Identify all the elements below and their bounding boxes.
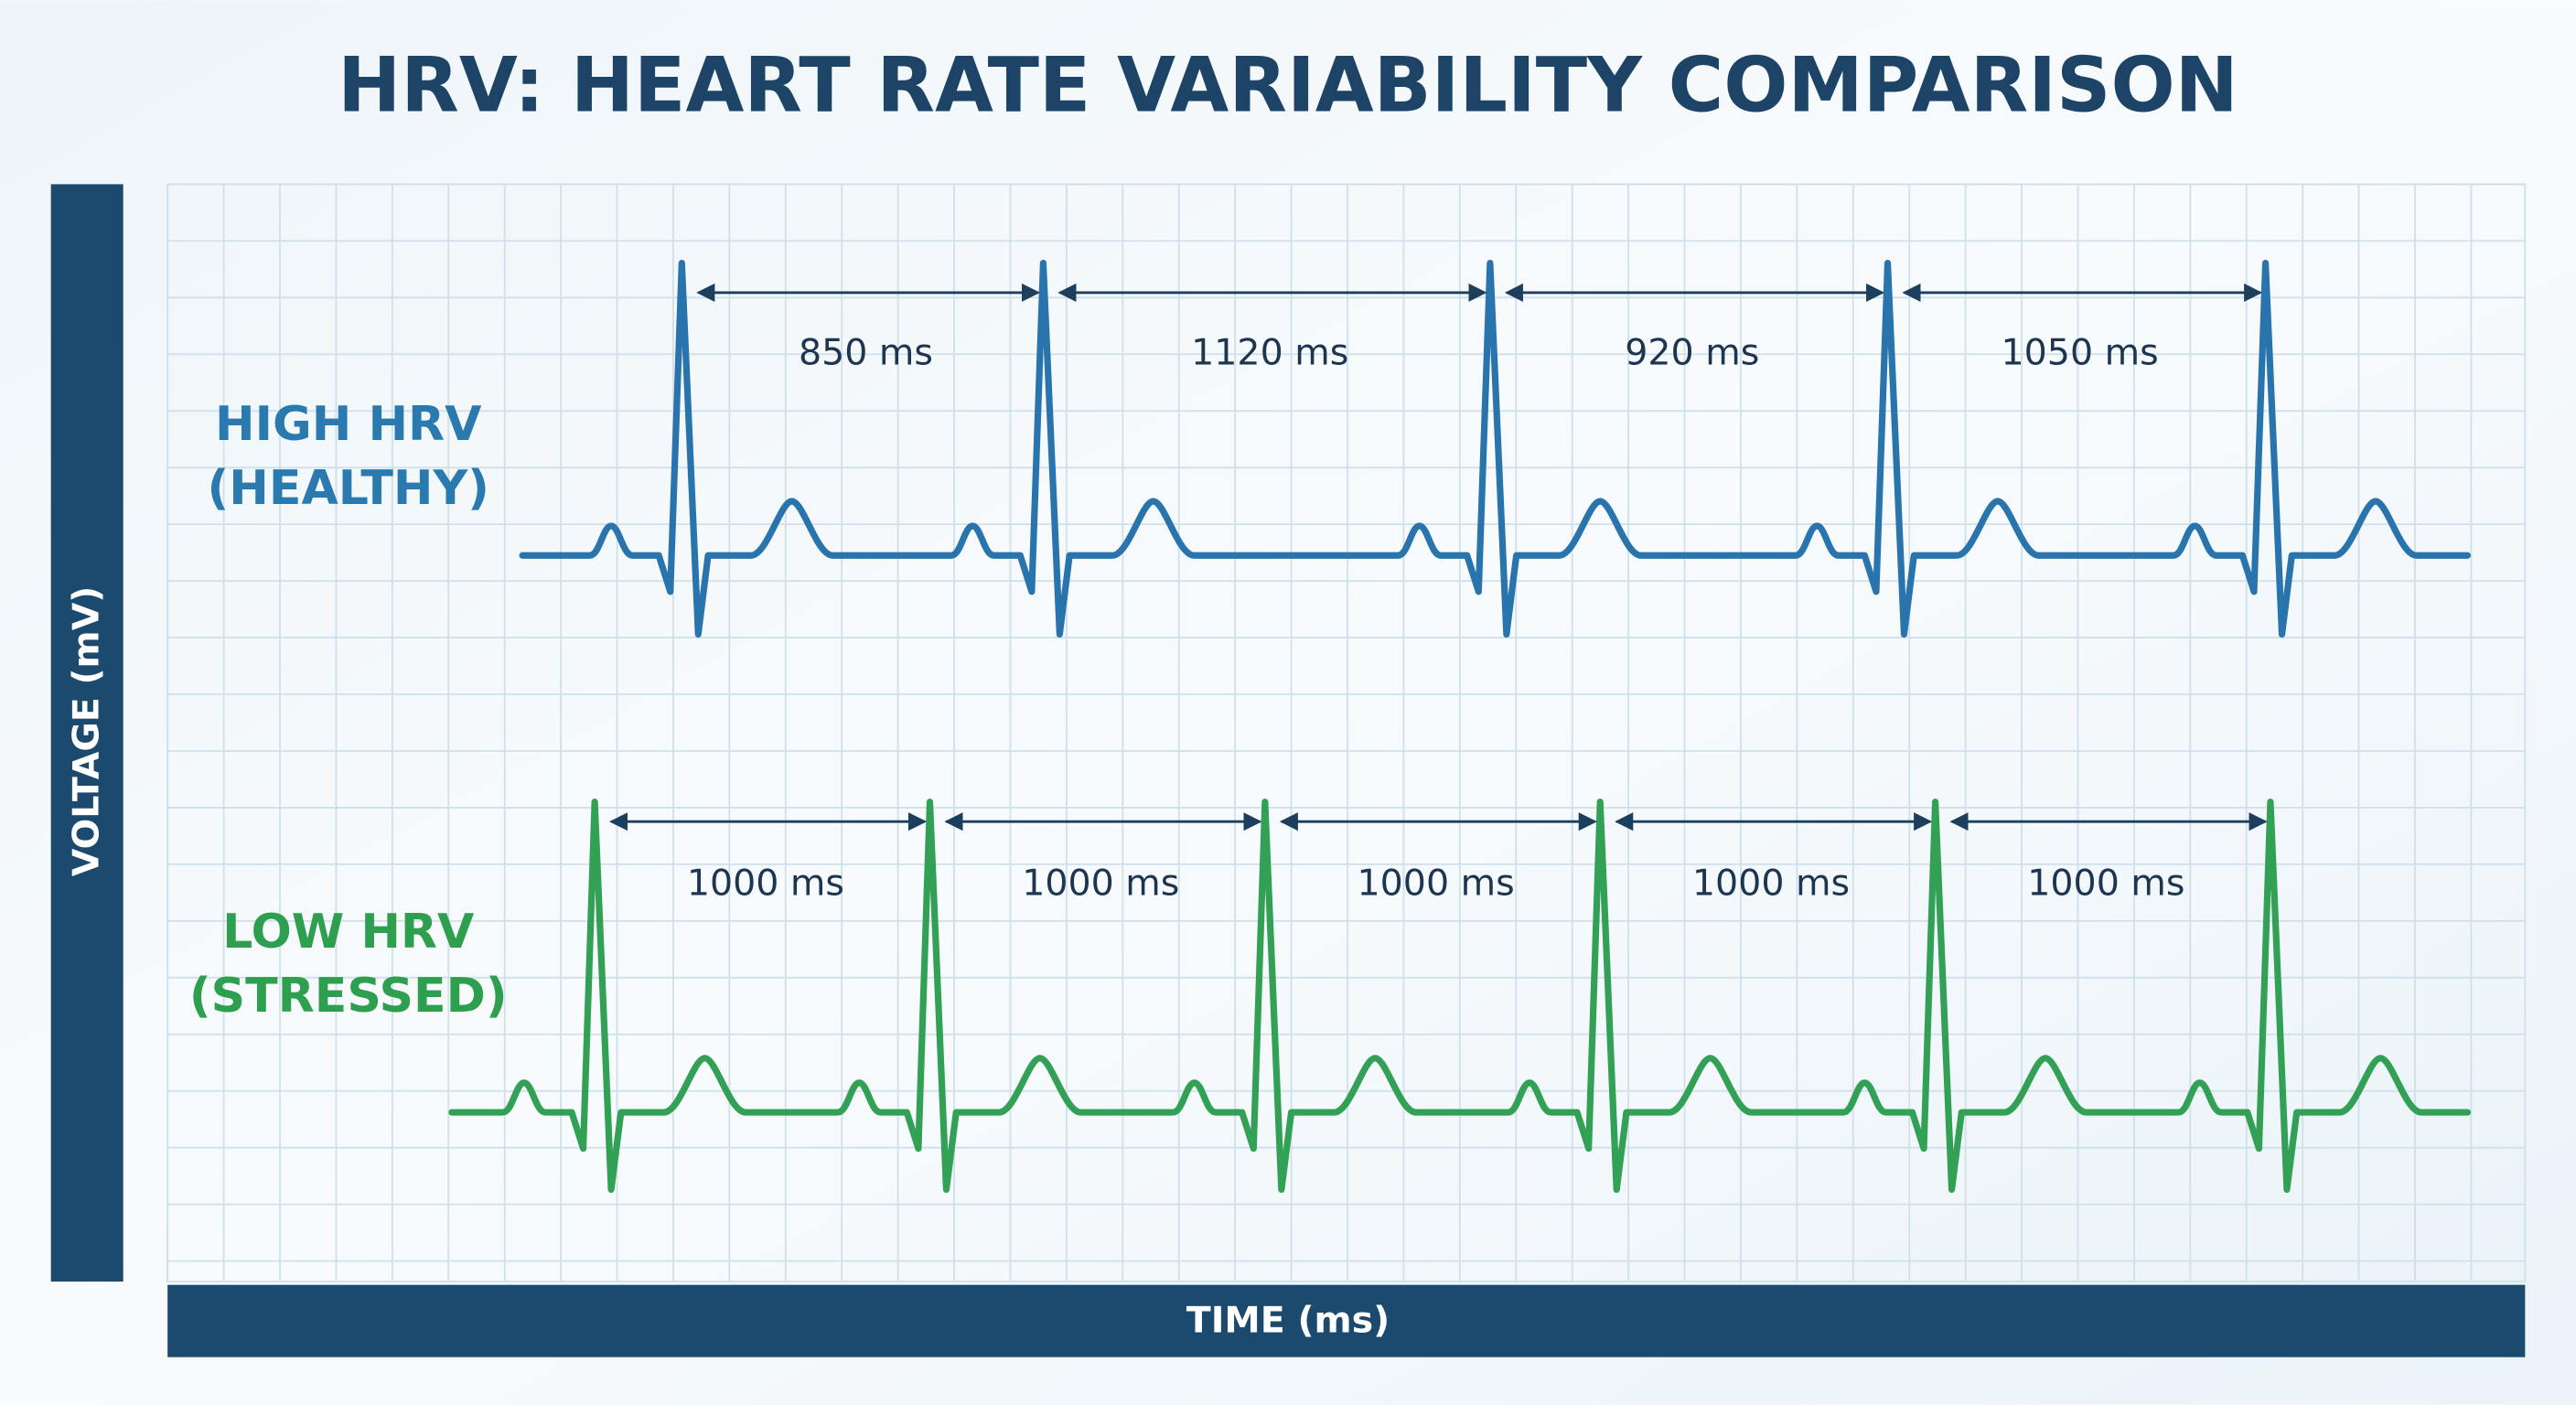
- ecg-trace: [519, 260, 2472, 638]
- title: HRV: HEART RATE VARIABILITY COMPARISON: [338, 41, 2238, 129]
- y-axis-label: VOLTAGE (mV): [65, 586, 107, 877]
- grid-border: [166, 183, 2527, 1282]
- x-axis-bar: [167, 1284, 2526, 1357]
- interval-label: 1000 ms: [687, 863, 844, 905]
- interval-label: 1000 ms: [1022, 863, 1179, 905]
- interval-label: 1000 ms: [2027, 863, 2184, 905]
- ecg-trace: [448, 799, 2472, 1194]
- interval-label: 850 ms: [799, 332, 933, 374]
- interval-label: 1000 ms: [1692, 863, 1850, 905]
- trace-label: LOW HRV: [222, 905, 475, 960]
- interval-label: 1000 ms: [1358, 863, 1515, 905]
- interval-label: 1050 ms: [2002, 332, 2159, 374]
- y-axis-bar: [50, 184, 123, 1282]
- interval-label: 1120 ms: [1191, 332, 1348, 374]
- grid: [166, 183, 2527, 1282]
- trace-label: HIGH HRV: [215, 397, 482, 452]
- trace-label: (HEALTHY): [208, 461, 489, 516]
- trace-label: (STRESSED): [189, 969, 508, 1024]
- interval-label: 920 ms: [1625, 332, 1759, 374]
- x-axis-label: TIME (ms): [1186, 1299, 1390, 1341]
